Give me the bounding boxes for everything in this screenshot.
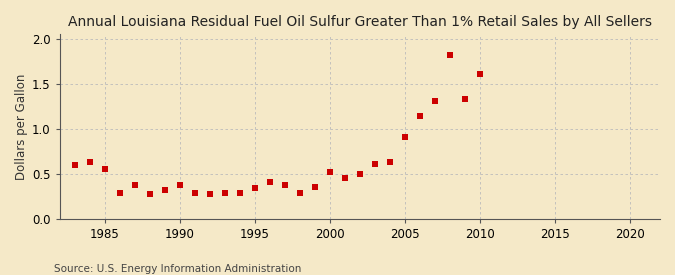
- Point: [205, 191, 215, 196]
- Point: [294, 191, 305, 195]
- Point: [400, 135, 410, 139]
- Point: [340, 176, 350, 180]
- Point: [460, 97, 470, 101]
- Point: [130, 182, 140, 187]
- Point: [84, 160, 95, 164]
- Point: [354, 172, 365, 176]
- Point: [445, 53, 456, 57]
- Point: [115, 191, 126, 195]
- Point: [369, 162, 380, 166]
- Text: Source: U.S. Energy Information Administration: Source: U.S. Energy Information Administ…: [54, 264, 301, 274]
- Point: [414, 114, 425, 118]
- Title: Annual Louisiana Residual Fuel Oil Sulfur Greater Than 1% Retail Sales by All Se: Annual Louisiana Residual Fuel Oil Sulfu…: [68, 15, 652, 29]
- Point: [475, 72, 485, 76]
- Point: [174, 182, 185, 187]
- Point: [265, 180, 275, 184]
- Point: [159, 188, 170, 192]
- Point: [429, 99, 440, 103]
- Point: [70, 163, 80, 167]
- Point: [385, 160, 396, 164]
- Point: [279, 182, 290, 187]
- Point: [234, 191, 245, 195]
- Point: [310, 185, 321, 189]
- Point: [250, 186, 261, 190]
- Point: [325, 170, 335, 174]
- Point: [144, 192, 155, 197]
- Point: [219, 191, 230, 195]
- Point: [99, 167, 110, 171]
- Y-axis label: Dollars per Gallon: Dollars per Gallon: [15, 73, 28, 180]
- Point: [190, 191, 200, 195]
